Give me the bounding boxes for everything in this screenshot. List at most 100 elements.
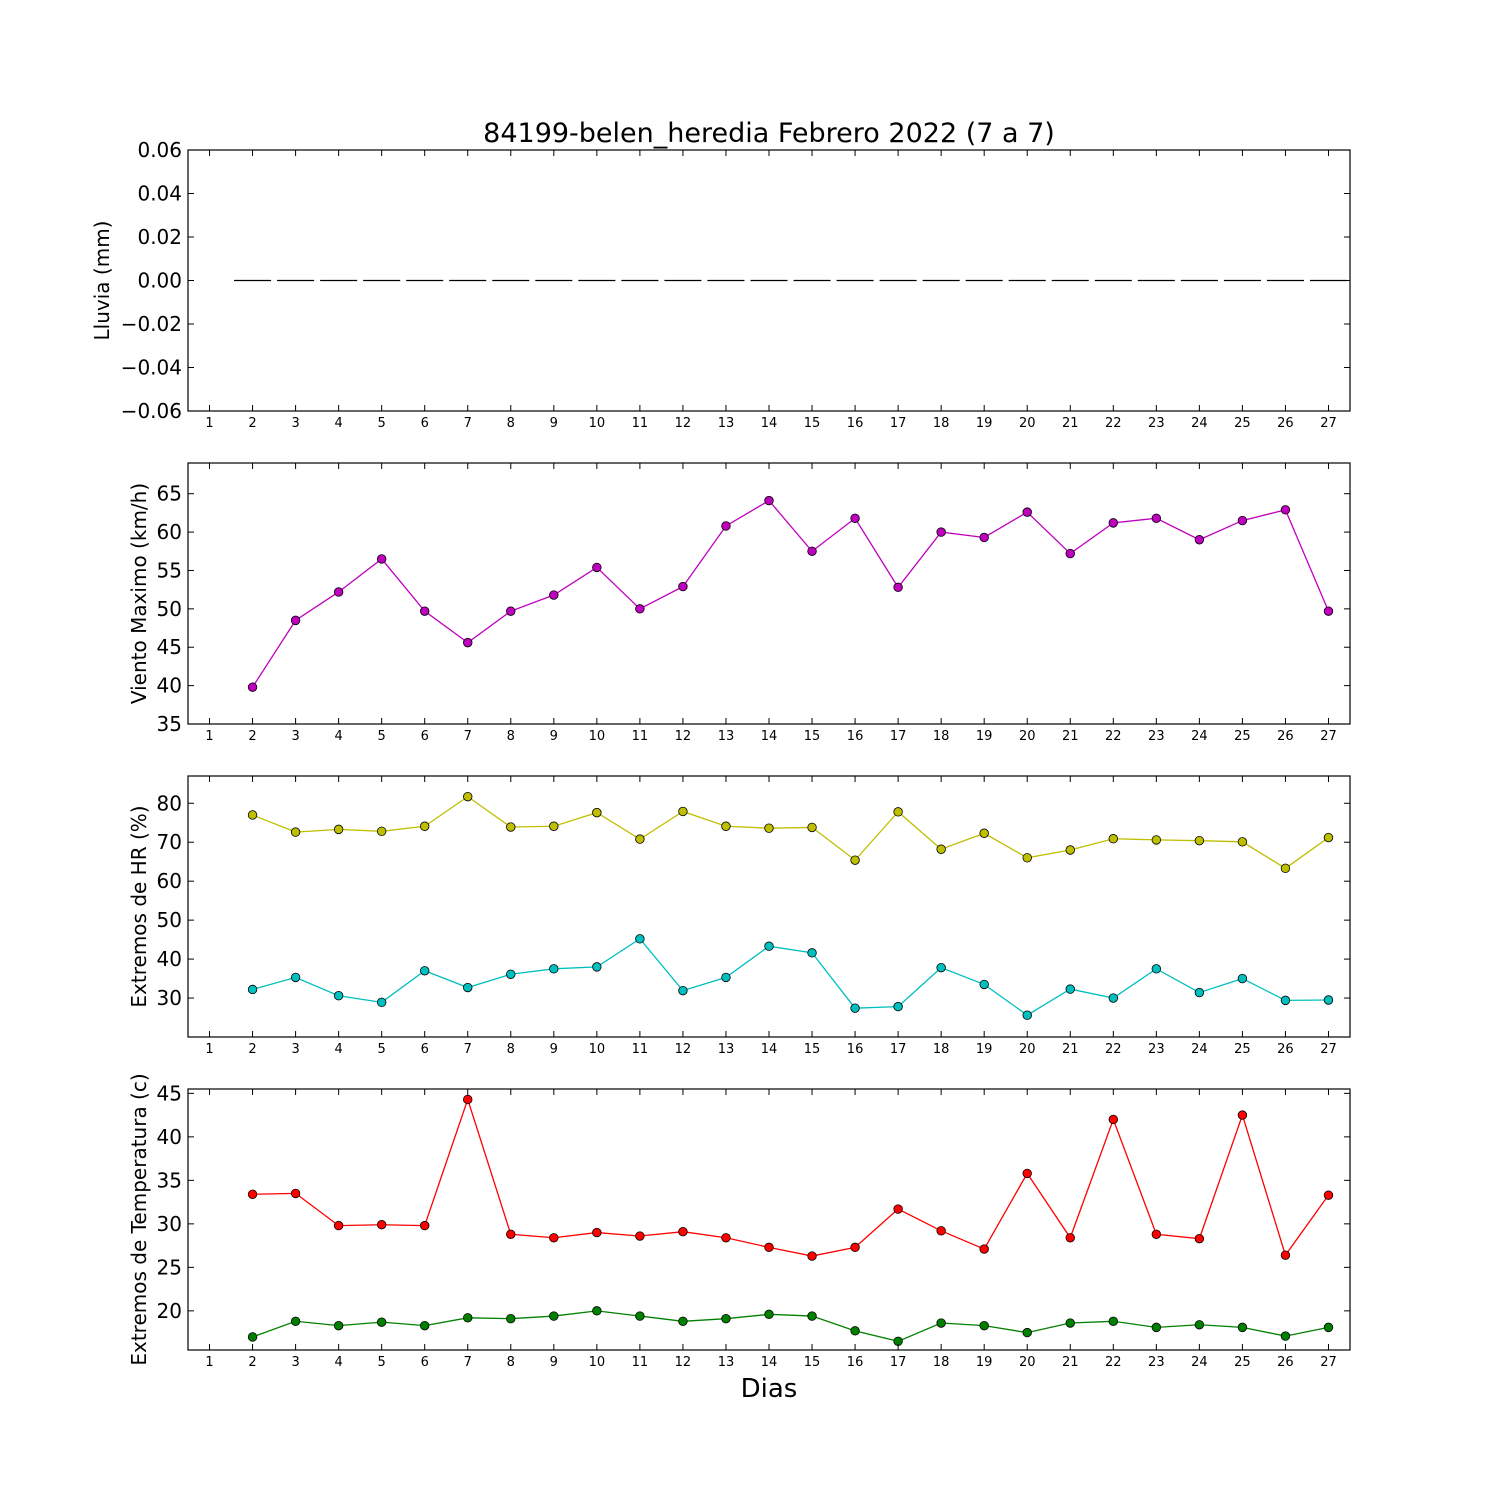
wind-series-0-point-day-25 bbox=[1237, 515, 1248, 526]
temperature-ytick-label: 45 bbox=[157, 1081, 182, 1105]
humidity-series-1-point-day-20 bbox=[1022, 1010, 1032, 1020]
temperature-series-1-point-day-10 bbox=[592, 1306, 602, 1316]
temperature-series-0-point-day-10 bbox=[592, 1227, 602, 1238]
wind-series-0-point-day-2 bbox=[247, 682, 258, 692]
wind-series-0-point-day-5 bbox=[376, 554, 387, 564]
temperature-xtick-label: 3 bbox=[291, 1355, 299, 1370]
humidity-series-1-point-day-10 bbox=[592, 962, 602, 972]
wind-xtick-label: 1 bbox=[205, 729, 213, 744]
temperature-xtick-label: 27 bbox=[1320, 1355, 1337, 1370]
temperature-series-1-point-day-15 bbox=[807, 1311, 817, 1321]
temperature-series-0-point-day-20 bbox=[1022, 1168, 1032, 1179]
humidity-series-0-point-day-15 bbox=[807, 822, 817, 833]
panel-rain: −0.06−0.04−0.020.000.020.040.061 2 3 4 5 6 7 8 9… bbox=[90, 138, 1351, 431]
rain-xtick-label: 20 bbox=[1019, 416, 1036, 431]
wind-xtick-label: 11 bbox=[632, 729, 649, 744]
humidity-series-1-point-day-21 bbox=[1065, 984, 1075, 994]
humidity-series-0-point-day-11 bbox=[635, 834, 645, 844]
temperature-series-0-point-day-25 bbox=[1237, 1110, 1248, 1120]
wind-xtick-label: 21 bbox=[1062, 729, 1079, 744]
wind-xtick-label: 7 bbox=[464, 729, 472, 744]
temperature-xtick-label: 22 bbox=[1105, 1355, 1122, 1370]
rain-ytick-label: −0.06 bbox=[121, 399, 182, 423]
wind-series-0-point-day-10 bbox=[592, 562, 602, 573]
temperature-series-0-point-day-26 bbox=[1280, 1250, 1291, 1260]
humidity-series-1-point-day-7 bbox=[463, 982, 473, 993]
wind-series-0-point-day-23 bbox=[1151, 513, 1162, 523]
temperature-xtick-label: 13 bbox=[718, 1355, 735, 1370]
wind-series-0-point-day-12 bbox=[678, 581, 688, 592]
temperature-series-0-point-day-14 bbox=[764, 1242, 774, 1253]
humidity-series-0-point-day-19 bbox=[979, 828, 989, 838]
wind-xtick-label: 2 bbox=[248, 729, 256, 744]
temperature-xtick-label: 14 bbox=[761, 1355, 778, 1370]
temperature-series-0-point-day-9 bbox=[549, 1233, 559, 1243]
temperature-xtick-label: 15 bbox=[804, 1355, 821, 1370]
humidity-series-0-point-day-26 bbox=[1280, 863, 1291, 874]
humidity-xtick-label: 21 bbox=[1062, 1042, 1079, 1057]
humidity-series-0-line bbox=[252, 795, 1329, 870]
rain-xtick-label: 25 bbox=[1234, 416, 1251, 431]
humidity-series-1-point-day-15 bbox=[807, 948, 817, 958]
temperature-series-0-point-day-8 bbox=[506, 1229, 516, 1239]
wind-series-0-point-day-27 bbox=[1323, 606, 1334, 616]
temperature-series-1-point-day-14 bbox=[764, 1309, 774, 1320]
humidity-xtick-label: 2 bbox=[248, 1042, 256, 1057]
wind-xtick-label: 6 bbox=[421, 729, 429, 744]
humidity-xtick-label: 8 bbox=[507, 1042, 515, 1057]
humidity-series-1-point-day-17 bbox=[893, 1001, 903, 1012]
temperature-series-0-point-day-17 bbox=[893, 1204, 903, 1214]
temperature-series-0-point-day-16 bbox=[850, 1242, 860, 1253]
temperature-xtick-label: 24 bbox=[1191, 1355, 1208, 1370]
temperature-series-1-point-day-27 bbox=[1323, 1322, 1334, 1333]
rain-ytick-label: −0.02 bbox=[121, 312, 182, 336]
rain-xtick-label: 10 bbox=[589, 416, 606, 431]
rain-xtick-label: 23 bbox=[1148, 416, 1165, 431]
temperature-series-0-point-day-12 bbox=[678, 1226, 688, 1237]
wind-xtick-label: 16 bbox=[847, 729, 864, 744]
rain-xtick-label: 19 bbox=[976, 416, 993, 431]
wind-xtick-label: 18 bbox=[933, 729, 950, 744]
temperature-ylabel: Extremos de Temperatura (c) bbox=[127, 1073, 151, 1365]
temperature-series-1-point-day-18 bbox=[936, 1318, 946, 1328]
temperature-xtick-label: 6 bbox=[421, 1355, 429, 1370]
temperature-series-0-point-day-7 bbox=[463, 1094, 473, 1105]
temperature-series-0-point-day-18 bbox=[936, 1226, 946, 1236]
rain-xtick-label: 2 bbox=[248, 416, 256, 431]
temperature-series-0-point-day-13 bbox=[721, 1233, 731, 1243]
rain-xtick-label: 26 bbox=[1277, 416, 1294, 431]
temperature-series-1-point-day-11 bbox=[635, 1311, 645, 1321]
temperature-series-1-point-day-21 bbox=[1065, 1318, 1075, 1328]
humidity-series-1-point-day-22 bbox=[1108, 993, 1119, 1003]
humidity-series-1-point-day-3 bbox=[290, 972, 301, 983]
wind-xtick-label: 13 bbox=[718, 729, 735, 744]
humidity-ytick-label: 60 bbox=[157, 869, 182, 893]
humidity-xtick-label: 7 bbox=[464, 1042, 472, 1057]
temperature-series-0-point-day-15 bbox=[807, 1251, 817, 1261]
wind-series-0-point-day-8 bbox=[506, 606, 516, 616]
humidity-series-1-point-day-11 bbox=[635, 934, 645, 944]
wind-series-0-point-day-11 bbox=[635, 604, 645, 614]
rain-ytick-label: −0.04 bbox=[121, 356, 182, 380]
temperature-series-0-line bbox=[252, 1097, 1330, 1257]
wind-xtick-label: 19 bbox=[976, 729, 993, 744]
wind-xtick-label: 10 bbox=[589, 729, 606, 744]
rain-xtick-label: 18 bbox=[933, 416, 950, 431]
temperature-series-0-point-day-24 bbox=[1194, 1233, 1205, 1244]
humidity-series-0-point-day-5 bbox=[376, 826, 387, 837]
wind-xtick-label: 22 bbox=[1105, 729, 1122, 744]
temperature-series-0-point-day-22 bbox=[1108, 1114, 1119, 1125]
rain-xtick-label: 15 bbox=[804, 416, 821, 431]
temperature-series-0-point-day-23 bbox=[1151, 1229, 1162, 1239]
wind-series-0-point-day-4 bbox=[333, 587, 344, 597]
temperature-xtick-label: 17 bbox=[890, 1355, 907, 1370]
humidity-series-0-point-day-17 bbox=[893, 807, 903, 817]
temperature-ytick-label: 25 bbox=[157, 1255, 182, 1279]
rain-xtick-label: 1 bbox=[205, 416, 213, 431]
temperature-series-1-point-day-23 bbox=[1151, 1322, 1162, 1333]
temperature-series-0-point-day-6 bbox=[420, 1220, 430, 1231]
humidity-xtick-label: 26 bbox=[1277, 1042, 1294, 1057]
rain-xtick-label: 21 bbox=[1062, 416, 1079, 431]
